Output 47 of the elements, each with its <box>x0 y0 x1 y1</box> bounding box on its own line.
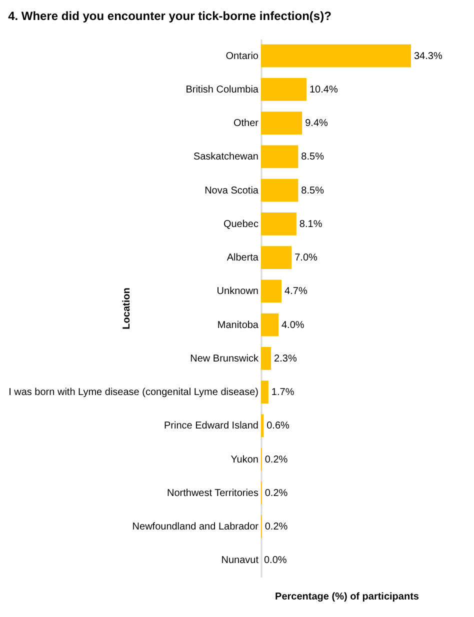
data-label: 8.5% <box>301 152 324 163</box>
bar <box>261 414 264 438</box>
bar <box>261 246 292 269</box>
y-tick-label: Manitoba <box>217 320 259 331</box>
data-label: 0.2% <box>264 454 288 466</box>
data-label: 2.3% <box>274 353 297 364</box>
data-label: 7.0% <box>294 252 318 264</box>
data-label: 34.3% <box>414 50 442 62</box>
y-tick-label: British Columbia <box>186 84 259 96</box>
bar <box>261 380 268 404</box>
y-tick-label: Northwest Territories <box>166 488 258 499</box>
y-tick-label: Prince Edward Island <box>164 420 258 432</box>
y-tick-label: New Brunswick <box>190 353 260 364</box>
y-tick-label: Quebec <box>223 218 258 230</box>
y-tick-label: Unknown <box>216 286 258 298</box>
chart-title: 4. Where did you encounter your tick-borne infection(s)? <box>8 9 332 23</box>
data-label: 0.2% <box>264 488 288 499</box>
data-label: 0.0% <box>264 555 287 566</box>
y-tick-label: Alberta <box>226 252 259 264</box>
data-label: 10.4% <box>309 84 338 96</box>
data-label: 0.2% <box>264 522 288 533</box>
data-label: 1.7% <box>271 387 294 398</box>
data-label: 0.6% <box>266 420 290 432</box>
y-axis-title: Location <box>122 288 132 330</box>
y-tick-label: Other <box>233 118 260 130</box>
bar <box>261 280 282 303</box>
data-label: 8.5% <box>301 185 324 196</box>
data-label: 4.7% <box>284 286 308 298</box>
bar <box>261 78 306 101</box>
y-tick-label: Newfoundland and Labrador <box>132 522 260 533</box>
bar <box>261 178 298 202</box>
y-tick-label: Nova Scotia <box>204 185 259 196</box>
data-label: 9.4% <box>305 118 328 130</box>
y-tick-label: Saskatchewan <box>193 152 258 163</box>
x-axis-title: Percentage (%) of participants <box>275 592 420 602</box>
y-tick-label: Ontario <box>226 50 259 62</box>
y-tick-label: I was born with Lyme disease (congenital Lyme disease) <box>8 387 258 398</box>
data-label: 8.1% <box>299 218 322 230</box>
bar <box>261 313 278 336</box>
y-tick-label: Nunavut <box>221 555 259 566</box>
bar <box>261 347 272 370</box>
y-tick-label: Yukon <box>230 454 258 466</box>
bar <box>261 112 302 134</box>
data-label: 4.0% <box>281 320 304 331</box>
bar <box>261 44 411 68</box>
bar <box>261 145 298 168</box>
bar <box>261 212 296 236</box>
